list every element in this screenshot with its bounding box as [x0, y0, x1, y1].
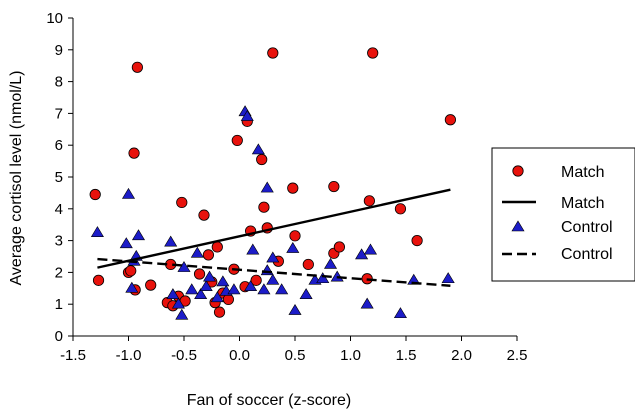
match-data-point: [411, 235, 423, 247]
control-trend-line: [97, 257, 451, 287]
x-tick-label: -1.0: [116, 347, 142, 364]
match-data-point: [193, 268, 206, 280]
match-data-point: [128, 147, 140, 159]
y-tick-label: 0: [55, 328, 63, 345]
control-data-point: [227, 283, 241, 295]
control-data-point: [164, 235, 178, 247]
control-data-point: [203, 270, 217, 282]
control-data-point: [251, 143, 265, 155]
control-data-point: [266, 251, 280, 263]
legend-control-marker: [511, 220, 525, 232]
control-data-point: [216, 275, 230, 287]
match-data-point: [302, 258, 314, 271]
control-data-point: [194, 288, 208, 299]
control-data-point: [185, 283, 199, 295]
control-data-point: [323, 257, 338, 269]
control-data-point: [316, 272, 330, 284]
match-data-point: [363, 195, 375, 207]
x-axis-title: Fan of soccer (z-score): [187, 392, 351, 409]
control-data-point: [177, 261, 191, 272]
control-data-point: [244, 280, 258, 292]
x-tick-label: 2.5: [507, 347, 528, 364]
y-tick-label: 8: [55, 74, 63, 91]
control-data-point: [393, 307, 407, 319]
y-tick-label: 5: [55, 169, 63, 186]
x-tick-label: 1.0: [340, 347, 361, 364]
control-data-point: [190, 246, 204, 258]
match-data-point: [394, 203, 407, 215]
match-data-point: [267, 47, 279, 59]
match-data-point: [125, 265, 137, 277]
plot-area: [89, 47, 456, 320]
match-data-point: [198, 209, 210, 221]
match-data-point: [231, 134, 243, 147]
y-axis-title: Average cortisol level (nmol/L): [8, 71, 25, 286]
y-tick-label: 7: [55, 105, 63, 122]
axes: -1.5 -1.0 -0.5 0.0 0.5 1.0 1.5 2.0 2.5 0 1 2 3 4 5 6 7 8 9…: [46, 10, 527, 364]
match-data-point: [258, 201, 270, 213]
match-data-point: [202, 249, 215, 261]
y-tick-label: 6: [55, 137, 63, 154]
match-data-point: [287, 182, 299, 194]
control-data-point: [166, 288, 180, 299]
x-tick-label: 0.5: [285, 347, 306, 364]
match-data-point: [289, 230, 301, 242]
control-data-point: [121, 187, 136, 199]
control-data-point: [299, 288, 313, 299]
match-data-point: [131, 61, 143, 73]
x-tick-label: 1.5: [396, 347, 417, 364]
control-data-point: [363, 243, 378, 255]
control-data-point: [360, 297, 374, 309]
match-data-point: [145, 279, 157, 291]
control-data-point: [131, 229, 146, 241]
control-data-point: [266, 273, 280, 285]
legend-match-marker: [512, 165, 524, 177]
control-data-point: [90, 226, 104, 237]
match-data-point: [222, 293, 234, 306]
match-data-point: [444, 114, 456, 126]
control-data-point: [288, 303, 302, 315]
match-data-point: [256, 153, 268, 166]
match-data-point: [250, 274, 262, 286]
x-tick-label: 0.0: [229, 347, 250, 364]
control-data-point: [407, 273, 421, 285]
control-data-point: [119, 237, 133, 249]
control-data-point: [257, 283, 271, 295]
match-data-point: [333, 241, 345, 253]
match-data-point: [328, 180, 340, 193]
legend: Match Match Control Control: [491, 147, 635, 282]
y-tick-label: 1: [55, 296, 63, 313]
x-tick-label: -1.5: [60, 347, 86, 364]
x-tick-label: -0.5: [171, 347, 197, 364]
y-tick-label: 2: [55, 264, 63, 281]
control-data-point: [286, 241, 300, 253]
y-tick-label: 10: [46, 10, 63, 27]
control-data-point: [246, 243, 260, 255]
y-tick-label: 3: [55, 233, 63, 250]
match-data-point: [367, 47, 379, 59]
legend-label-control-points: Control: [561, 219, 613, 236]
x-tick-label: 2.0: [451, 347, 472, 364]
control-data-point: [175, 308, 189, 320]
legend-label-control-line: Control: [561, 246, 613, 263]
match-data-point: [92, 274, 105, 286]
legend-label-match-line: Match: [561, 195, 605, 212]
control-data-point: [441, 272, 455, 284]
control-data-point: [240, 109, 254, 121]
match-data-point: [211, 241, 223, 253]
control-data-point: [260, 181, 274, 193]
legend-label-match-points: Match: [561, 164, 605, 181]
match-data-point: [89, 188, 101, 201]
y-tick-label: 4: [55, 201, 63, 218]
control-data-point: [199, 280, 213, 292]
match-data-point: [213, 306, 226, 318]
match-trend-line: [97, 188, 451, 269]
control-data-point: [210, 291, 224, 303]
control-data-point: [275, 283, 289, 295]
control-data-point: [125, 281, 139, 293]
control-data-point: [171, 297, 185, 309]
match-data-point: [176, 196, 188, 209]
y-tick-label: 9: [55, 42, 63, 59]
